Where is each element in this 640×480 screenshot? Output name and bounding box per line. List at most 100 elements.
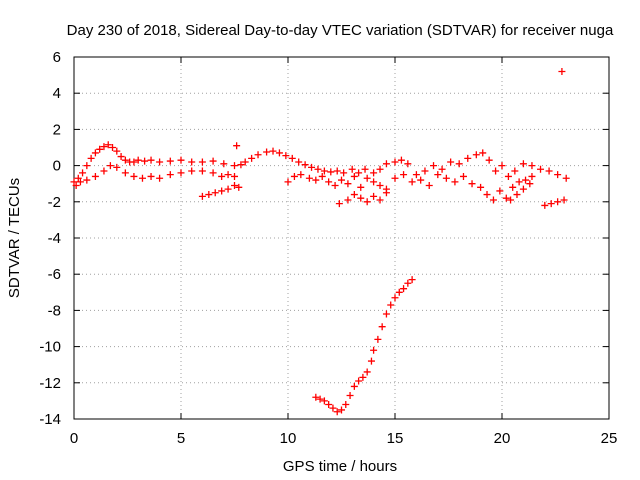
axis-ticks: 0 5 10 15 20 25 -14 -12 -10 -8 -6 -4 -2 0 2 4 6 (39, 49, 617, 447)
y-tick-label: -12 (39, 375, 61, 392)
data-point (477, 183, 485, 191)
data-point (209, 169, 217, 177)
data-point (308, 163, 316, 171)
data-point (528, 172, 536, 180)
data-point (370, 192, 378, 200)
data-point (421, 167, 429, 175)
data-point (231, 172, 238, 180)
data-point (305, 174, 313, 182)
y-axis-label: SDTVAR / TECUs (6, 178, 23, 298)
data-point (370, 169, 378, 177)
data-point (254, 151, 262, 159)
data-point (472, 151, 480, 159)
data-point (301, 161, 309, 169)
data-point (220, 160, 228, 168)
data-point (113, 163, 121, 171)
y-tick-label: 6 (53, 49, 61, 66)
data-point (320, 397, 328, 405)
x-tick-label: 15 (387, 430, 404, 447)
data-point (147, 156, 155, 164)
data-point (177, 156, 185, 164)
data-point (382, 160, 390, 168)
data-point (198, 192, 206, 200)
data-point (412, 171, 420, 179)
data-point (295, 158, 303, 166)
data-point (404, 160, 412, 168)
data-point (288, 154, 296, 162)
data-point (211, 189, 219, 197)
data-point (537, 165, 545, 173)
data-point (400, 285, 408, 293)
y-tick-label: -2 (48, 194, 61, 211)
data-point (312, 176, 320, 184)
y-tick-label: -8 (48, 302, 61, 319)
data-point (109, 144, 117, 151)
data-point (338, 406, 345, 414)
data-point (417, 176, 425, 184)
data-point (363, 174, 371, 182)
data-point (502, 194, 510, 202)
data-point (235, 183, 243, 191)
data-point (100, 167, 108, 175)
data-point (134, 156, 142, 164)
data-point (70, 178, 78, 186)
data-point (367, 357, 375, 365)
data-point (455, 160, 463, 168)
y-tick-label: 0 (53, 158, 61, 175)
data-point (528, 162, 536, 170)
data-point (331, 182, 339, 190)
data-point (91, 172, 99, 180)
data-point (156, 158, 164, 166)
data-point (224, 171, 232, 179)
data-point (350, 172, 358, 180)
data-point (121, 169, 129, 177)
data-point (479, 149, 487, 157)
data-point (87, 154, 95, 162)
data-point (166, 171, 174, 179)
data-point (400, 171, 408, 179)
y-tick-label: 2 (53, 121, 61, 138)
data-point (104, 141, 112, 149)
data-point (290, 172, 298, 180)
data-point (297, 171, 305, 179)
data-point (346, 391, 354, 399)
data-point (275, 149, 283, 157)
data-point (312, 393, 320, 401)
data-point (121, 156, 129, 164)
data-point (374, 335, 382, 343)
data-point (344, 180, 352, 188)
data-point (498, 162, 506, 170)
data-point (342, 401, 350, 409)
data-point (434, 171, 442, 179)
data-point (560, 196, 568, 204)
data-point (231, 182, 238, 190)
data-point (397, 156, 405, 164)
data-point (156, 174, 164, 182)
data-point (79, 169, 87, 177)
data-point (282, 152, 290, 160)
data-point (91, 149, 99, 157)
x-tick-label: 25 (601, 430, 618, 447)
data-point (333, 167, 341, 175)
data-point (147, 172, 155, 180)
data-point (76, 178, 84, 186)
data-point (387, 301, 395, 309)
data-point (408, 178, 416, 186)
data-point (513, 191, 521, 199)
data-point (233, 142, 241, 150)
data-point (218, 187, 226, 195)
data-point (130, 158, 138, 166)
data-point (391, 174, 399, 182)
y-tick-label: -6 (48, 266, 61, 283)
data-point (515, 178, 523, 186)
data-point (562, 174, 570, 182)
data-point (83, 162, 91, 170)
chart-title: Day 230 of 2018, Sidereal Day-to-day VTE… (67, 22, 614, 39)
data-point (376, 165, 384, 173)
x-tick-label: 20 (494, 430, 511, 447)
data-point (408, 276, 416, 284)
data-point (117, 153, 125, 161)
y-tick-label: -4 (48, 230, 61, 247)
data-point (361, 165, 369, 173)
